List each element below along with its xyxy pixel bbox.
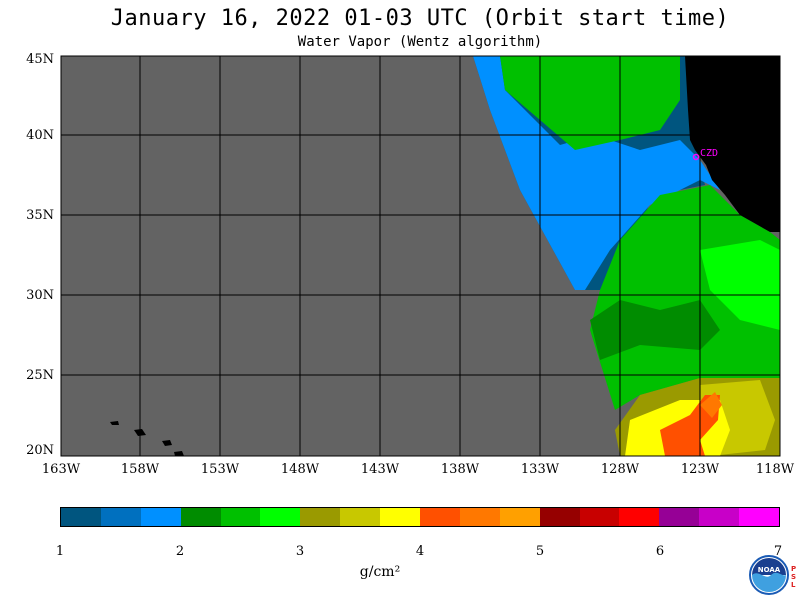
colorbar-swatch-15 [619,508,660,526]
colorbar-tick-4: 4 [415,544,425,559]
colorbar-swatch-16 [659,508,700,526]
swath-color-light-orange [700,392,722,418]
colorbar-tick-3: 3 [295,544,305,559]
lon-label-163w: 163W [41,462,81,477]
colorbar-swatch-17 [699,508,740,526]
colorbar-swatch-2 [100,508,141,526]
lat-label-45n: 45N [26,52,54,67]
noaa-logo: NOAA [749,555,789,595]
colorbar-tick-1: 1 [55,544,65,559]
land-hawaii-1 [110,421,119,425]
swath-color-green-3 [590,300,720,360]
colorbar-swatch-7 [300,508,341,526]
station-label: CZD [700,148,718,159]
lat-label-20n: 20N [26,443,54,458]
lon-label-138w: 138W [440,462,480,477]
colorbar-swatch-14 [579,508,620,526]
lat-label-35n: 35N [26,208,54,223]
land-north-america [685,56,780,232]
lon-label-153w: 153W [200,462,240,477]
colorbar-swatch-12 [499,508,540,526]
colorbar-swatch-13 [539,508,580,526]
colorbar-swatch-9 [380,508,421,526]
colorbar-tick-7: 7 [773,544,783,559]
lon-label-133w: 133W [520,462,560,477]
colorbar-swatch-4 [180,508,221,526]
page-title: January 16, 2022 01-03 UTC (Orbit start … [110,6,730,31]
colorbar-tick-2: 2 [175,544,185,559]
map-grid [60,55,781,457]
lon-label-118w: 118W [755,462,795,477]
colorbar-swatch-5 [220,508,261,526]
colorbar-swatch-18 [739,508,780,526]
lon-label-143w: 143W [360,462,400,477]
colorbar-swatch-8 [340,508,381,526]
colorbar-swatch-1 [61,508,101,526]
swath-color-green-1 [500,56,680,150]
swath-color-bright-green [700,240,780,330]
colorbar-swatch-3 [140,508,181,526]
lat-label-25n: 25N [26,368,54,383]
lon-label-128w: 128W [600,462,640,477]
lat-label-40n: 40N [26,128,54,143]
colorbar-tick-5: 5 [535,544,545,559]
colorbar-swatch-10 [420,508,460,526]
colorbar [60,507,780,527]
page-subtitle: Water Vapor (Wentz algorithm) [297,34,543,50]
swath-color-medium-blue [473,56,720,290]
colorbar-units: g/cm² [359,564,401,580]
station-marker [692,153,700,161]
swath-color-green-2 [590,185,780,410]
land-hawaii-4 [174,451,184,456]
lon-label-158w: 158W [120,462,160,477]
colorbar-swatch-6 [260,508,301,526]
lon-label-123w: 123W [680,462,720,477]
lat-label-30n: 30N [26,288,54,303]
land-hawaii-3 [162,440,172,446]
colorbar-tick-6: 6 [655,544,665,559]
lon-label-148w: 148W [280,462,320,477]
colorbar-swatch-11 [459,508,500,526]
logo-text: NOAA [758,566,781,574]
